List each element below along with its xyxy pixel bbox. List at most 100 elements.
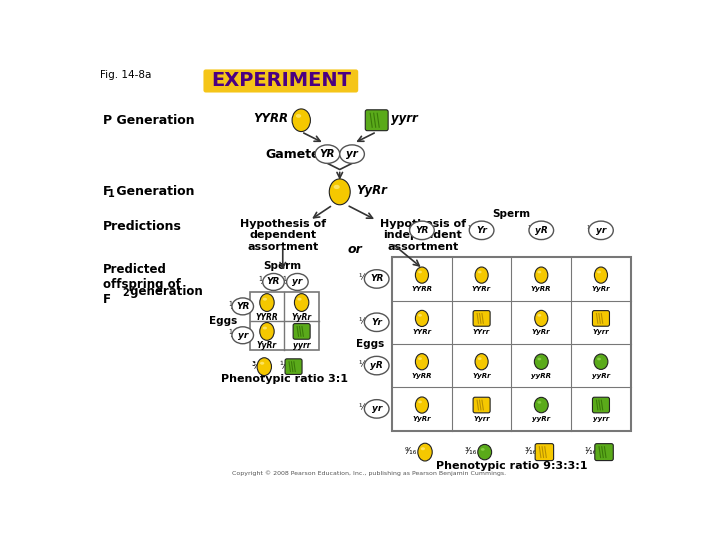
Ellipse shape bbox=[537, 357, 541, 360]
Ellipse shape bbox=[364, 313, 389, 332]
Text: YR: YR bbox=[320, 149, 336, 159]
Ellipse shape bbox=[478, 357, 482, 360]
Text: YYRR: YYRR bbox=[411, 286, 433, 292]
Text: YyRr: YyRr bbox=[257, 341, 277, 350]
Ellipse shape bbox=[333, 185, 340, 189]
Ellipse shape bbox=[597, 271, 601, 273]
Text: ¼: ¼ bbox=[527, 225, 536, 234]
Text: ½: ½ bbox=[282, 276, 292, 286]
Ellipse shape bbox=[418, 314, 422, 316]
Ellipse shape bbox=[595, 267, 608, 283]
Ellipse shape bbox=[296, 114, 301, 118]
Text: ⁹⁄₁₆: ⁹⁄₁₆ bbox=[405, 447, 418, 456]
Text: ³⁄₁₆: ³⁄₁₆ bbox=[464, 447, 477, 456]
Ellipse shape bbox=[260, 294, 274, 312]
Text: ¼: ¼ bbox=[467, 225, 476, 234]
Ellipse shape bbox=[537, 314, 541, 316]
Text: yyrr: yyrr bbox=[593, 416, 609, 422]
Text: Yr: Yr bbox=[372, 318, 382, 327]
Ellipse shape bbox=[594, 354, 608, 369]
Ellipse shape bbox=[232, 327, 253, 344]
Text: yyrr: yyrr bbox=[293, 341, 310, 350]
Text: ½: ½ bbox=[228, 301, 238, 310]
Text: YR: YR bbox=[236, 302, 249, 311]
Text: YYRr: YYRr bbox=[472, 286, 491, 292]
FancyBboxPatch shape bbox=[595, 444, 613, 461]
Ellipse shape bbox=[418, 357, 422, 360]
FancyBboxPatch shape bbox=[204, 70, 359, 92]
Ellipse shape bbox=[292, 109, 310, 132]
Ellipse shape bbox=[415, 397, 428, 413]
Text: EXPERIMENT: EXPERIMENT bbox=[211, 71, 351, 91]
FancyBboxPatch shape bbox=[365, 110, 388, 131]
Ellipse shape bbox=[263, 298, 267, 301]
Ellipse shape bbox=[597, 357, 601, 360]
Ellipse shape bbox=[418, 443, 432, 461]
Text: YR: YR bbox=[370, 274, 383, 284]
Text: Eggs: Eggs bbox=[356, 339, 384, 349]
Text: YR: YR bbox=[415, 226, 428, 235]
Text: Yyrr: Yyrr bbox=[593, 329, 609, 335]
Bar bbox=[392, 257, 631, 430]
FancyBboxPatch shape bbox=[293, 323, 310, 339]
Ellipse shape bbox=[535, 267, 548, 283]
Ellipse shape bbox=[260, 362, 264, 364]
Text: yr: yr bbox=[238, 331, 248, 340]
Ellipse shape bbox=[481, 448, 485, 451]
Ellipse shape bbox=[364, 356, 389, 375]
Ellipse shape bbox=[589, 221, 613, 240]
Ellipse shape bbox=[415, 267, 428, 283]
Text: ¼: ¼ bbox=[587, 225, 595, 234]
FancyBboxPatch shape bbox=[473, 310, 490, 326]
Text: 2: 2 bbox=[122, 288, 130, 299]
Text: ×: × bbox=[335, 147, 345, 160]
Ellipse shape bbox=[534, 354, 548, 369]
Text: ¼: ¼ bbox=[359, 360, 367, 369]
Text: yyRr: yyRr bbox=[532, 416, 550, 422]
Ellipse shape bbox=[315, 145, 340, 164]
Text: ³⁄₁₆: ³⁄₁₆ bbox=[524, 447, 536, 456]
Text: 1: 1 bbox=[108, 189, 114, 199]
Text: YyRr: YyRr bbox=[472, 373, 491, 379]
Text: YYRR: YYRR bbox=[256, 313, 279, 321]
Ellipse shape bbox=[263, 273, 284, 291]
Text: ¼: ¼ bbox=[408, 225, 416, 234]
FancyBboxPatch shape bbox=[593, 397, 609, 413]
Ellipse shape bbox=[260, 322, 274, 340]
Text: ¾: ¾ bbox=[251, 361, 261, 371]
Text: Predicted
offspring of
F: Predicted offspring of F bbox=[102, 263, 181, 306]
Ellipse shape bbox=[420, 447, 425, 450]
Ellipse shape bbox=[364, 269, 389, 288]
Text: Phenotypic ratio 9:3:3:1: Phenotypic ratio 9:3:3:1 bbox=[436, 461, 588, 471]
Ellipse shape bbox=[537, 271, 541, 273]
Text: ¹⁄₁₆: ¹⁄₁₆ bbox=[584, 447, 596, 456]
Text: YyRr: YyRr bbox=[413, 416, 431, 422]
FancyBboxPatch shape bbox=[473, 397, 490, 413]
Ellipse shape bbox=[534, 397, 548, 413]
Text: Eggs: Eggs bbox=[209, 316, 237, 326]
Text: yyRr: yyRr bbox=[592, 373, 610, 379]
FancyBboxPatch shape bbox=[285, 359, 302, 374]
Ellipse shape bbox=[415, 310, 428, 327]
Text: YYRr: YYRr bbox=[413, 329, 431, 335]
Text: Gametes: Gametes bbox=[265, 147, 327, 160]
Text: ¼: ¼ bbox=[359, 317, 367, 326]
Text: F: F bbox=[102, 185, 111, 198]
FancyBboxPatch shape bbox=[535, 444, 554, 461]
Text: yr: yr bbox=[372, 404, 382, 414]
Ellipse shape bbox=[529, 221, 554, 240]
Ellipse shape bbox=[340, 145, 364, 164]
Text: YYRR: YYRR bbox=[253, 112, 288, 125]
Ellipse shape bbox=[410, 221, 434, 240]
Text: Sperm: Sperm bbox=[264, 261, 302, 271]
Text: ¼: ¼ bbox=[359, 274, 367, 282]
Text: ½: ½ bbox=[228, 329, 238, 340]
Text: yyRR: yyRR bbox=[531, 373, 552, 379]
Text: P Generation: P Generation bbox=[102, 114, 194, 127]
Text: Phenotypic ratio 3:1: Phenotypic ratio 3:1 bbox=[221, 374, 348, 384]
Ellipse shape bbox=[257, 357, 271, 375]
Text: ¼: ¼ bbox=[279, 361, 289, 371]
Ellipse shape bbox=[294, 294, 309, 312]
Text: Generation: Generation bbox=[112, 185, 194, 198]
Text: YyRr: YyRr bbox=[292, 313, 312, 321]
